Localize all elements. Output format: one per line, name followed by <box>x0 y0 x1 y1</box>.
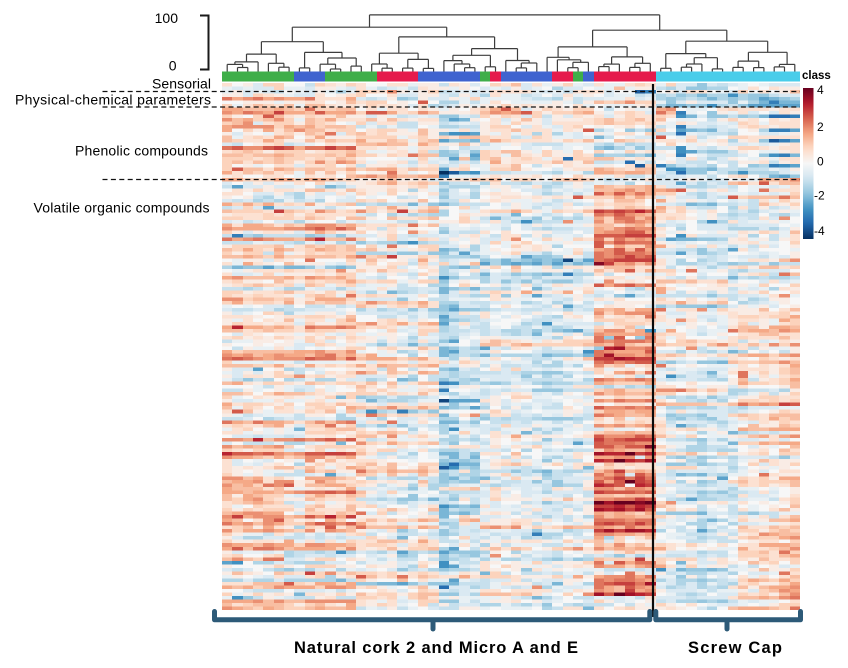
svg-text:100: 100 <box>155 10 179 26</box>
svg-text:0: 0 <box>169 58 177 74</box>
svg-text:0: 0 <box>817 155 824 169</box>
svg-text:class: class <box>802 70 831 82</box>
svg-text:Natural cork 2 and Micro A and: Natural cork 2 and Micro A and E <box>294 639 578 657</box>
svg-text:2: 2 <box>817 120 824 134</box>
svg-text:Sensorial: Sensorial <box>152 76 211 92</box>
svg-text:-2: -2 <box>814 189 825 203</box>
svg-text:Physical-chemical parameters: Physical-chemical parameters <box>15 91 211 107</box>
svg-text:Volatile organic compounds: Volatile organic compounds <box>34 200 210 216</box>
svg-text:Phenolic compounds: Phenolic compounds <box>75 143 208 159</box>
svg-text:Screw Cap: Screw Cap <box>688 639 782 657</box>
svg-text:-4: -4 <box>814 224 825 238</box>
svg-text:4: 4 <box>817 83 824 97</box>
